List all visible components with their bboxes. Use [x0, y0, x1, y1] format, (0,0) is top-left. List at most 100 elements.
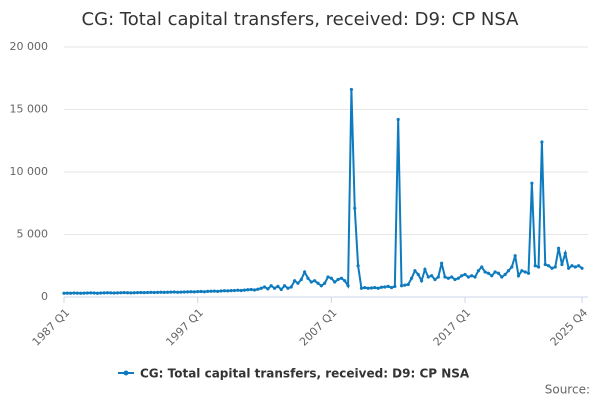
data-point: [166, 290, 170, 294]
data-point: [155, 290, 160, 294]
data-point: [346, 284, 350, 288]
data-point: [249, 287, 253, 292]
data-point: [216, 289, 220, 293]
data-point: [356, 264, 360, 268]
data-point: [142, 291, 146, 295]
data-point: [85, 291, 89, 295]
chart-title: CG: Total capital transfers, received: D…: [82, 9, 520, 30]
data-point: [339, 276, 343, 280]
data-point: [232, 288, 237, 293]
data-point: [309, 280, 313, 284]
data-point: [266, 287, 270, 291]
data-point: [430, 274, 434, 278]
y-tick-label: 20 000: [10, 40, 49, 53]
data-point: [363, 286, 367, 290]
data-point: [536, 265, 541, 269]
data-point: [112, 291, 116, 295]
y-tick-label: 15 000: [10, 103, 49, 116]
data-point: [129, 291, 133, 295]
data-point: [513, 254, 517, 258]
data-point: [333, 280, 337, 284]
data-point: [446, 276, 450, 280]
data-point: [192, 290, 196, 294]
data-point: [303, 270, 307, 274]
data-point: [306, 276, 310, 280]
data-point: [176, 290, 180, 294]
data-point: [440, 261, 444, 265]
data-point: [276, 284, 280, 288]
data-point: [119, 291, 123, 295]
data-point: [543, 262, 547, 267]
data-point: [540, 140, 544, 144]
data-point: [236, 288, 240, 292]
data-point: [506, 269, 511, 273]
data-point: [109, 291, 113, 295]
series-line: [63, 89, 583, 295]
data-point: [553, 265, 557, 269]
data-point: [122, 291, 126, 295]
data-point: [490, 274, 494, 278]
data-point: [369, 286, 374, 290]
data-point: [319, 284, 323, 288]
data-point: [296, 281, 300, 285]
data-point: [209, 289, 213, 293]
data-point: [219, 289, 223, 293]
data-point: [229, 289, 233, 293]
data-point: [246, 288, 250, 292]
data-point: [316, 281, 320, 285]
data-point: [463, 272, 467, 277]
data-point: [557, 246, 561, 250]
data-point: [443, 275, 447, 279]
data-point: [366, 286, 370, 290]
data-point: [189, 290, 193, 294]
data-point: [172, 290, 176, 294]
data-point: [343, 279, 347, 283]
data-point: [89, 291, 93, 295]
data-point: [383, 285, 387, 289]
data-point: [82, 291, 86, 295]
data-point: [282, 284, 287, 288]
data-point: [72, 291, 76, 295]
data-point: [423, 267, 427, 272]
legend-marker: [123, 370, 129, 376]
data-point: [196, 290, 200, 294]
data-point: [436, 275, 440, 279]
data-point: [252, 288, 257, 292]
data-point: [483, 270, 487, 274]
data-point: [379, 285, 384, 289]
data-point: [75, 291, 79, 295]
x-tick-label: 1997 Q1: [163, 306, 206, 349]
data-point: [359, 286, 364, 290]
data-point: [456, 276, 460, 280]
data-point: [202, 290, 206, 294]
data-point: [212, 289, 216, 293]
data-point: [159, 290, 163, 294]
data-point: [299, 277, 303, 282]
data-point: [169, 290, 173, 294]
data-point: [259, 286, 263, 290]
data-point: [466, 275, 470, 279]
data-point: [186, 290, 190, 294]
data-point: [162, 290, 166, 294]
data-point: [65, 291, 69, 295]
data-point: [206, 289, 210, 293]
data-point: [580, 266, 584, 270]
data-point: [79, 291, 83, 295]
data-point: [69, 291, 73, 295]
data-point: [453, 277, 457, 282]
data-point: [149, 290, 153, 294]
data-point: [353, 206, 357, 210]
data-point: [493, 270, 497, 274]
source: Source:: [545, 383, 590, 397]
data-point: [563, 251, 567, 255]
data-point: [389, 286, 394, 290]
data-point: [115, 291, 120, 295]
data-point: [470, 274, 474, 278]
data-point: [406, 282, 410, 287]
data-point: [326, 275, 330, 279]
data-point: [426, 275, 430, 279]
data-point: [460, 274, 464, 278]
data-point: [403, 283, 407, 287]
data-point: [413, 269, 417, 273]
data-point: [376, 286, 380, 290]
